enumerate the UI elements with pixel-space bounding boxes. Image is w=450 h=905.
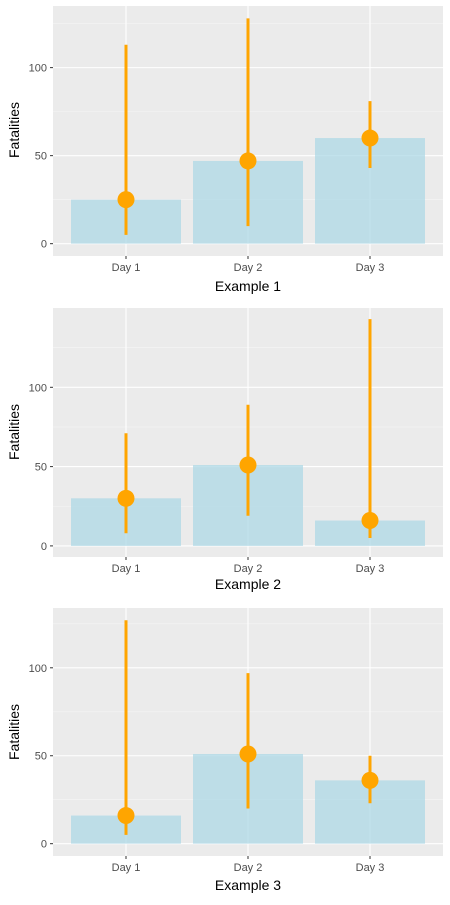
chart-panel-1: 0 50 100 Day 1 Day 2 Day 3 Example 1 Fatalities [6, 6, 443, 294]
y-tick-label-1-1: 50 [35, 151, 47, 163]
x-tick-label-3-0: Day 1 [112, 862, 141, 874]
point-1-1 [117, 191, 135, 209]
x-tick-label-2-1: Day 2 [234, 563, 263, 575]
y-tick-label-2-2: 100 [29, 382, 47, 394]
point-1-2 [239, 152, 257, 170]
y-tick-label-1-2: 100 [29, 63, 47, 75]
x-axis-title-3: Example 3 [215, 877, 281, 893]
y-tick-label-3-0: 0 [41, 839, 47, 851]
x-axis-title-2: Example 2 [215, 576, 281, 592]
point-2-1 [117, 489, 135, 507]
x-tick-label-1-1: Day 2 [234, 262, 263, 274]
x-tick-label-1-2: Day 3 [356, 262, 385, 274]
point-2-2 [239, 456, 257, 474]
x-tick-label-1-0: Day 1 [112, 262, 141, 274]
x-tick-label-3-1: Day 2 [234, 862, 263, 874]
y-axis-title-1: Fatalities [6, 102, 22, 158]
y-tick-label-2-0: 0 [41, 541, 47, 553]
y-axis-title-2: Fatalities [6, 404, 22, 460]
chart-panel-3: 0 50 100 Day 1 Day 2 Day 3 Example 3 Fatalities [6, 608, 443, 893]
y-tick-label-1-0: 0 [41, 239, 47, 251]
point-3-2 [239, 745, 257, 763]
x-axis-title-1: Example 1 [215, 278, 281, 294]
point-3-3 [361, 771, 379, 789]
y-axis-title-3: Fatalities [6, 704, 22, 760]
y-tick-label-3-1: 50 [35, 751, 47, 763]
x-tick-label-3-2: Day 3 [356, 862, 385, 874]
y-tick-label-3-2: 100 [29, 663, 47, 675]
x-tick-label-2-0: Day 1 [112, 563, 141, 575]
y-tick-label-2-1: 50 [35, 462, 47, 474]
point-1-3 [361, 129, 379, 147]
point-2-3 [361, 512, 379, 530]
point-3-1 [117, 807, 135, 825]
x-tick-label-2-2: Day 3 [356, 563, 385, 575]
chart-panel-2: 0 50 100 Day 1 Day 2 Day 3 Example 2 Fatalities [6, 308, 443, 592]
